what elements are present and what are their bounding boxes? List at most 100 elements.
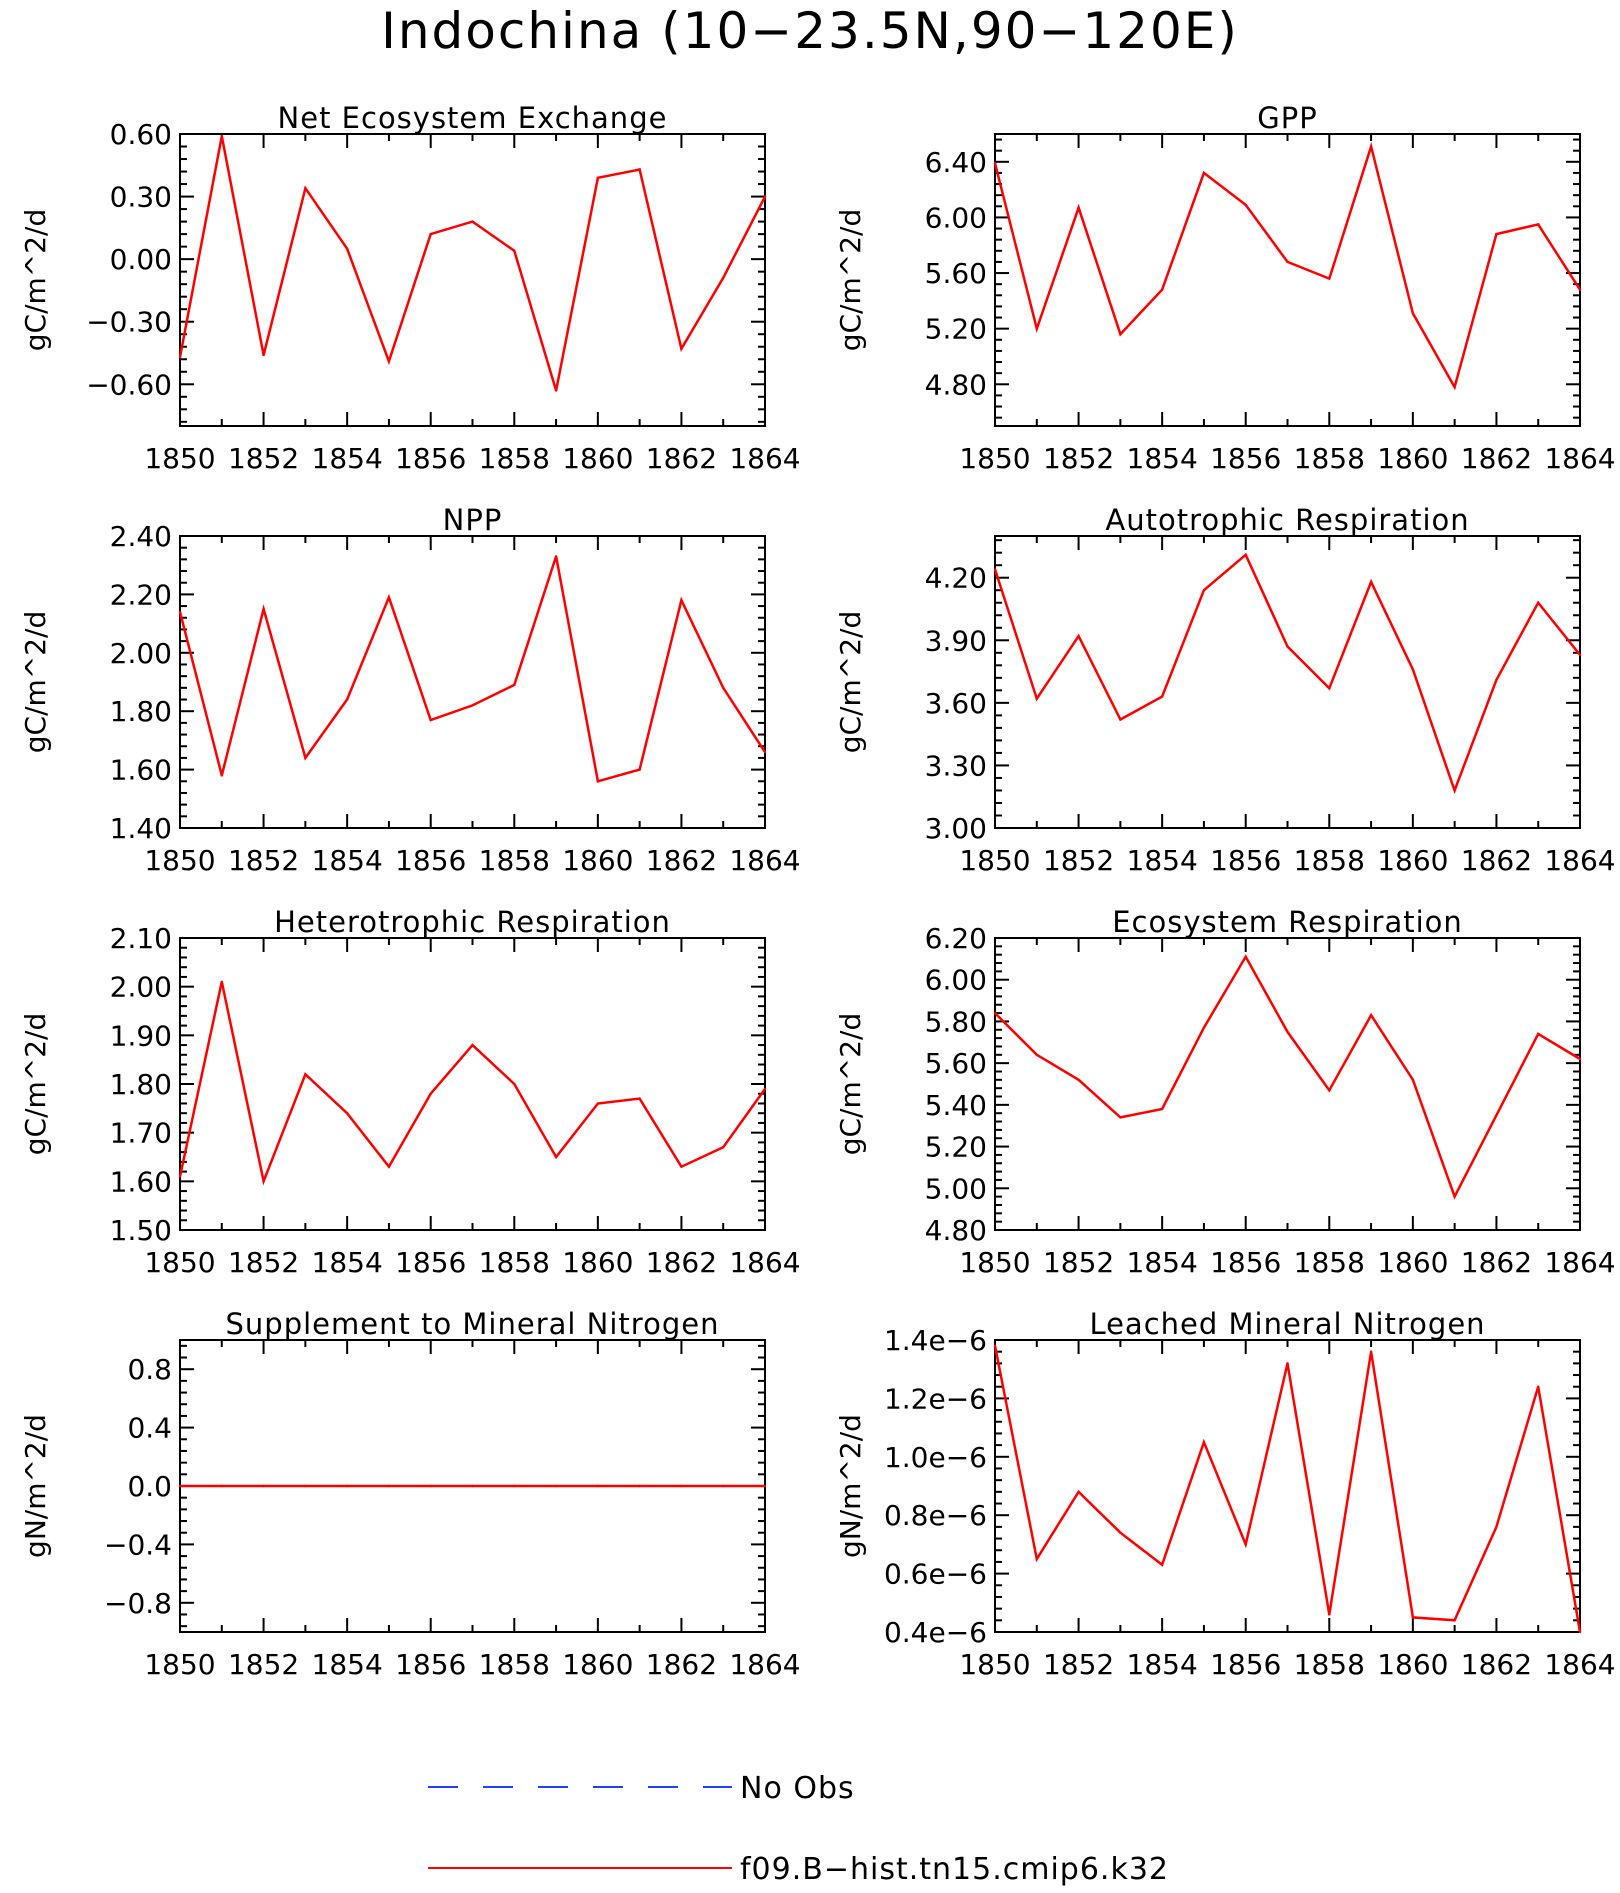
x-tick-label: 1860 — [562, 1648, 633, 1681]
x-tick-label: 1860 — [562, 844, 633, 877]
data-point — [638, 768, 641, 771]
data-point — [638, 1097, 641, 1100]
y-tick-label: −0.4 — [104, 1528, 172, 1561]
data-point — [993, 1344, 997, 1348]
y-tick-label: 0.8 — [127, 1353, 172, 1386]
y-axis-label: gC/m^2/d — [834, 611, 867, 754]
panel-supplement-to-mineral-nitrogen: Supplement to Mineral Nitrogen 1850 1852 18… — [19, 1307, 801, 1681]
data-point — [304, 187, 307, 190]
y-tick-label: 2.00 — [110, 637, 172, 670]
x-tick-label: 1860 — [562, 442, 633, 475]
panel-title: Leached Mineral Nitrogen — [1089, 1307, 1485, 1341]
x-tick-label: 1858 — [1294, 442, 1365, 475]
data-point — [763, 195, 767, 198]
data-point — [304, 1073, 307, 1076]
panel-title: NPP — [443, 503, 503, 537]
y-tick-label: 0.00 — [110, 243, 172, 276]
data-point — [1035, 1557, 1038, 1561]
x-tick-label: 1850 — [144, 844, 215, 877]
data-point — [1160, 1107, 1164, 1111]
data-point — [1328, 687, 1331, 690]
data-point — [1453, 385, 1456, 389]
y-tick-label: 4.80 — [925, 1214, 987, 1247]
x-tick-label: 1862 — [1461, 1648, 1532, 1681]
data-point — [513, 249, 516, 252]
y-tick-label: 1.80 — [110, 1068, 172, 1101]
figure-title: Indochina (10−23.5N,90−120E) — [381, 2, 1239, 60]
data-point — [1328, 1613, 1331, 1616]
plot-frame — [179, 133, 766, 427]
data-point — [387, 1484, 391, 1488]
data-point — [345, 247, 349, 250]
data-point — [178, 1484, 182, 1488]
data-point — [1202, 589, 1206, 592]
x-tick-label: 1852 — [1043, 844, 1114, 877]
panel-net-ecosystem-exchange: Net Ecosystem Exchange 1850 1852 1854 1856 18… — [19, 101, 801, 475]
data-point — [513, 1082, 516, 1086]
data-point — [220, 134, 223, 138]
x-tick-label: 1852 — [228, 1648, 299, 1681]
y-tick-label: 6.40 — [925, 146, 987, 179]
x-tick-label: 1854 — [1127, 1648, 1198, 1681]
y-tick-label: 2.40 — [110, 520, 172, 553]
data-point — [1202, 1026, 1206, 1029]
x-tick-label: 1852 — [1043, 442, 1114, 475]
y-tick-label: 2.10 — [110, 922, 172, 955]
x-tick-label: 1856 — [1210, 844, 1281, 877]
y-tick-label: 2.20 — [110, 578, 172, 611]
x-tick-label: 1854 — [312, 1246, 383, 1279]
data-point — [178, 1175, 182, 1178]
data-point — [554, 555, 558, 558]
panel-title: Heterotrophic Respiration — [274, 905, 671, 939]
data-point — [387, 1165, 391, 1168]
y-tick-label: 0.8e−6 — [884, 1499, 987, 1532]
data-point — [1077, 634, 1080, 638]
data-point — [1286, 645, 1289, 648]
data-point — [763, 1484, 767, 1488]
x-tick-label: 1850 — [144, 442, 215, 475]
data-point — [220, 1484, 223, 1488]
panel-title: Supplement to Mineral Nitrogen — [226, 1307, 720, 1341]
x-tick-label: 1860 — [1377, 442, 1448, 475]
plot-frame — [179, 937, 766, 1231]
x-tick-label: 1858 — [479, 1648, 550, 1681]
y-tick-label: 4.20 — [925, 562, 987, 595]
x-tick-label: 1854 — [1127, 844, 1198, 877]
y-tick-label: 5.20 — [925, 313, 987, 346]
data-point — [471, 220, 474, 223]
y-tick-label: 3.00 — [925, 812, 987, 845]
y-tick-label: 6.20 — [925, 922, 987, 955]
x-tick-label: 1864 — [1544, 1246, 1615, 1279]
y-tick-label: 1.4e−6 — [884, 1324, 987, 1357]
y-tick-label: 6.00 — [925, 201, 987, 234]
data-point — [1453, 789, 1456, 792]
data-point — [387, 596, 391, 599]
y-tick-label: 1.60 — [110, 754, 172, 787]
data-point — [1578, 653, 1582, 657]
data-point — [763, 1087, 767, 1091]
data-point — [1369, 580, 1373, 584]
data-point — [1495, 232, 1498, 236]
y-tick-label: −0.60 — [86, 368, 172, 401]
data-point — [1035, 697, 1038, 700]
x-tick-label: 1856 — [1210, 1648, 1281, 1681]
data-point — [262, 353, 265, 357]
data-point — [1495, 678, 1498, 682]
y-tick-label: 0.30 — [110, 181, 172, 214]
y-axis-label: gN/m^2/d — [19, 1414, 52, 1558]
plot-frame — [179, 535, 766, 829]
data-point — [722, 686, 725, 690]
y-axis-label: gC/m^2/d — [19, 611, 52, 754]
y-tick-label: 1.50 — [110, 1214, 172, 1247]
data-point — [513, 683, 516, 687]
chart-panels: Net Ecosystem Exchange 1850 1852 1854 1856 18… — [19, 101, 1616, 1681]
data-point — [1411, 1616, 1415, 1619]
y-tick-label: 0.4e−6 — [884, 1616, 987, 1649]
y-axis-label: gN/m^2/d — [834, 1414, 867, 1558]
data-point — [1119, 718, 1122, 721]
x-tick-label: 1852 — [228, 442, 299, 475]
y-tick-label: 0.6e−6 — [884, 1558, 987, 1591]
data-point — [1119, 333, 1122, 336]
data-point — [1369, 1013, 1373, 1017]
data-point — [1453, 1619, 1456, 1622]
